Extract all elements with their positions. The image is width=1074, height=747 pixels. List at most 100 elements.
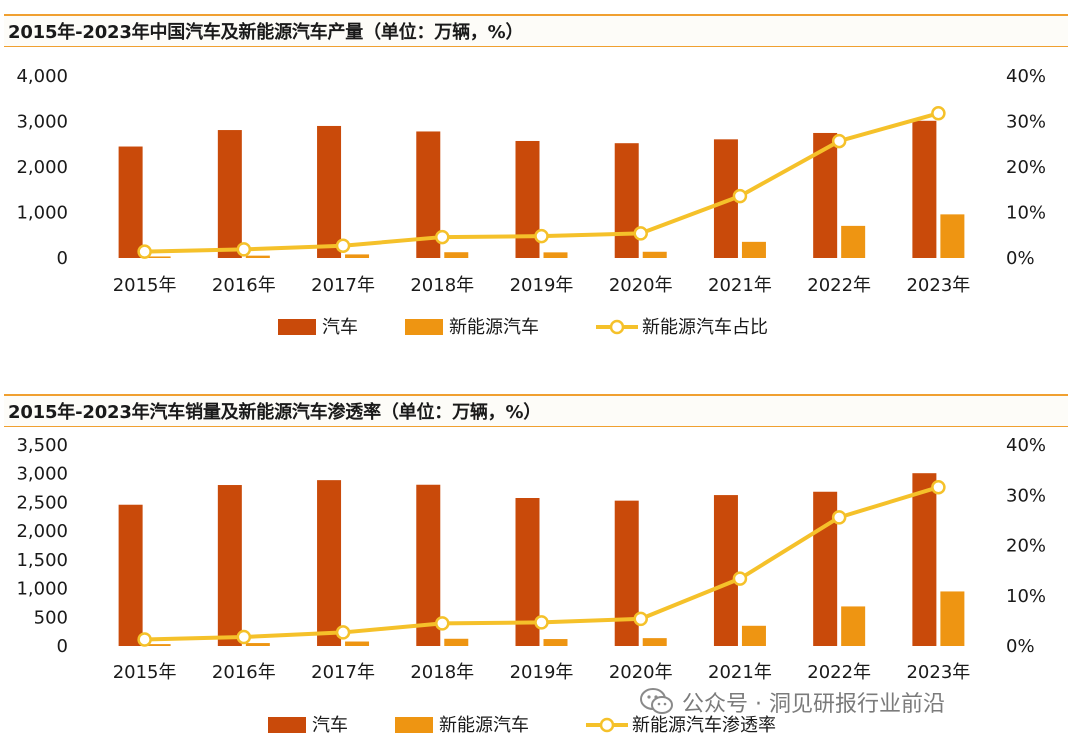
ratio-point [931, 106, 946, 121]
legend-swatch [268, 717, 306, 733]
left-axis-tick-label: 4,000 [16, 66, 68, 87]
watermark-text: 公众号 · 洞见研报行业前沿 [682, 692, 945, 717]
right-axis-tick-label: 20% [1006, 536, 1046, 557]
category-tick-label: 2021年 [708, 275, 772, 296]
left-axis-tick-label: 0 [57, 248, 68, 269]
chart-title-bar: 2015年-2023年汽车销量及新能源汽车渗透率（单位：万辆，%） [4, 394, 1068, 427]
category-tick-label: 2017年 [311, 662, 375, 683]
bar-car [614, 143, 639, 258]
category-tick-label: 2016年 [212, 275, 276, 296]
category-tick-label: 2015年 [113, 662, 177, 683]
bar-car [217, 485, 242, 646]
bar-car [416, 484, 441, 646]
bar-nev [245, 643, 270, 646]
bar-car [317, 125, 342, 258]
wechat-icon [640, 688, 673, 714]
legend-swatch [395, 717, 433, 733]
bar-car [118, 146, 143, 258]
category-tick-label: 2018年 [410, 275, 474, 296]
legend-label: 新能源汽车渗透率 [632, 715, 776, 736]
left-axis-tick-label: 3,500 [16, 435, 68, 456]
ratio-point [335, 625, 351, 640]
right-axis-tick-label: 0% [1006, 248, 1035, 269]
bar-car [217, 130, 242, 258]
left-axis-tick-label: 2,500 [16, 492, 68, 513]
bar-nev [741, 241, 766, 258]
right-axis-tick-label: 20% [1006, 157, 1046, 178]
legend-label: 汽车 [322, 317, 358, 338]
left-axis-tick-label: 2,000 [16, 521, 68, 542]
left-axis-tick-label: 2,000 [16, 157, 68, 178]
legend-swatch [278, 319, 316, 335]
legend-marker [599, 717, 615, 733]
category-tick-label: 2017年 [311, 275, 375, 296]
right-axis-tick-label: 30% [1006, 112, 1046, 133]
category-tick-label: 2021年 [708, 662, 772, 683]
production-chart: 0 1,000 2,000 3,000 4,000 0% 10% 20% 30% 40% 2015年… [16, 66, 1046, 338]
category-tick-label: 2020年 [609, 275, 673, 296]
legend-label: 新能源汽车 [449, 317, 539, 338]
left-axis-tick-label: 3,000 [16, 112, 68, 133]
chart-title: 2015年-2023年中国汽车及新能源汽车产量（单位：万辆，%） [8, 22, 524, 43]
bar-nev [841, 225, 866, 258]
right-axis-tick-label: 40% [1006, 435, 1046, 456]
production-chart-panel: 2015年-2023年中国汽车及新能源汽车产量（单位：万辆，%） 0 1,000 2… [4, 14, 1068, 338]
right-axis-tick-label: 30% [1006, 485, 1046, 506]
ratio-point [435, 229, 450, 245]
category-tick-label: 2015年 [113, 275, 177, 296]
bar-nev [741, 625, 766, 646]
bar-nev [642, 638, 667, 646]
legend-label: 新能源汽车 [439, 715, 529, 736]
ratio-point [335, 238, 351, 253]
ratio-point [831, 133, 847, 149]
bar-nev [940, 591, 965, 646]
left-axis-tick-label: 1,000 [16, 203, 68, 224]
chart-title: 2015年-2023年汽车销量及新能源汽车渗透率（单位：万辆，%） [8, 402, 542, 423]
legend-label: 汽车 [312, 715, 348, 736]
sales-chart: 0 500 1,000 1,500 2,000 2,500 3,000 3,500 0% 10% 2… [16, 435, 1046, 736]
right-axis-tick-label: 40% [1006, 66, 1046, 87]
left-axis-tick-label: 0 [57, 636, 68, 657]
category-tick-label: 2019年 [510, 662, 574, 683]
category-tick-label: 2016年 [212, 662, 276, 683]
ratio-point [137, 244, 152, 259]
category-tick-label: 2023年 [906, 275, 970, 296]
right-axis-tick-label: 10% [1006, 203, 1046, 224]
legend-label: 新能源汽车占比 [642, 317, 768, 338]
ratio-point [831, 510, 847, 525]
watermark: 公众号 · 洞见研报行业前沿 [640, 684, 945, 720]
bar-nev [444, 252, 469, 258]
bar-car [912, 120, 937, 258]
bar-car [118, 504, 143, 646]
bar-car [317, 480, 342, 646]
left-axis-tick-label: 1,000 [16, 579, 68, 600]
bar-nev [146, 644, 171, 646]
category-tick-label: 2018年 [410, 662, 474, 683]
bar-nev [543, 252, 568, 258]
bar-nev [841, 606, 866, 646]
ratio-point [236, 629, 252, 645]
bar-car [713, 495, 738, 646]
ratio-point [236, 242, 252, 257]
ratio-point [435, 616, 450, 631]
ratio-point [633, 611, 648, 627]
sales-chart-panel: 2015年-2023年汽车销量及新能源汽车渗透率（单位：万辆，%） 0 500 1,… [0, 380, 1074, 747]
bar-nev [642, 251, 667, 258]
bar-nev [245, 255, 270, 258]
bar-nev [444, 638, 469, 646]
chart-title-bar: 2015年-2023年中国汽车及新能源汽车产量（单位：万辆，%） [4, 14, 1068, 47]
category-tick-label: 2020年 [609, 662, 673, 683]
right-axis-tick-label: 10% [1006, 586, 1046, 607]
left-axis-tick-label: 1,500 [16, 550, 68, 571]
category-tick-label: 2019年 [510, 275, 574, 296]
right-axis-tick-label: 0% [1006, 636, 1035, 657]
ratio-point [732, 571, 748, 586]
left-axis-tick-label: 500 [34, 607, 68, 628]
bar-nev [543, 639, 568, 646]
bar-nev [146, 256, 171, 258]
category-tick-label: 2022年 [807, 275, 871, 296]
legend-swatch [405, 319, 443, 335]
bar-car [614, 500, 639, 646]
bar-nev [940, 214, 965, 258]
ratio-point [534, 228, 549, 244]
